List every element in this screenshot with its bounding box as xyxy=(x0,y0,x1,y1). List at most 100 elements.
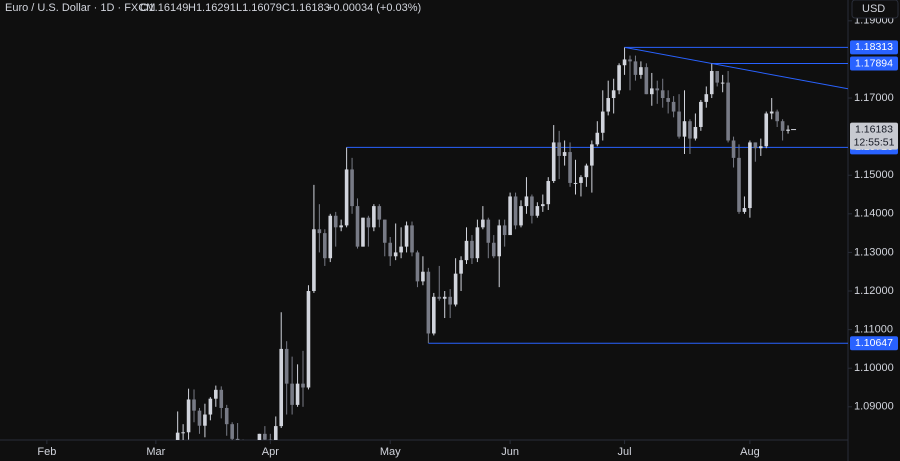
candle-body xyxy=(355,206,360,247)
candle-body xyxy=(541,204,545,207)
open-label: O1.16149 xyxy=(140,2,188,14)
candle-body xyxy=(481,219,485,228)
chart-title: Euro / U.S. Dollar · 1D · FXCM xyxy=(5,2,155,14)
candle-body xyxy=(393,252,398,257)
change-label: +0.00034 (+0.03%) xyxy=(327,2,421,14)
candle-body xyxy=(333,215,338,228)
candle-body xyxy=(715,71,720,83)
x-tick-label: Jun xyxy=(501,446,519,458)
last-price-label: 1.16183 xyxy=(855,123,893,135)
candle-body xyxy=(475,227,480,259)
candle-body xyxy=(639,67,643,75)
candle-body xyxy=(372,206,376,228)
candle-body xyxy=(470,240,474,259)
level-box xyxy=(850,336,898,351)
candle-body xyxy=(257,433,262,440)
candle-body xyxy=(753,142,758,149)
candle-body xyxy=(235,438,240,440)
candle-body xyxy=(551,142,556,182)
candle-body xyxy=(628,59,632,62)
candle-body xyxy=(748,142,752,209)
candle-body xyxy=(666,98,670,102)
candle-body xyxy=(737,157,741,212)
candle-body xyxy=(655,88,660,91)
x-tick-label: Mar xyxy=(146,446,165,458)
candle-body xyxy=(562,152,567,156)
candle-body xyxy=(497,225,502,257)
candle-body xyxy=(448,296,452,305)
candle-body xyxy=(186,399,191,433)
y-tick-label: 1.11000 xyxy=(854,324,893,336)
candle-body xyxy=(491,242,496,257)
candle-body xyxy=(404,225,409,247)
candle-body xyxy=(622,59,627,66)
candle-body xyxy=(617,65,621,91)
y-tick-label: 1.13000 xyxy=(854,246,894,258)
candle-body xyxy=(361,217,365,247)
candle-body xyxy=(513,196,518,226)
x-tick-label: Jul xyxy=(618,446,632,458)
low-label: L1.16079 xyxy=(236,2,282,14)
candle-body xyxy=(764,113,769,147)
candle-body xyxy=(464,240,469,261)
candle-body xyxy=(769,111,774,114)
candle-body xyxy=(312,229,316,292)
currency-box[interactable] xyxy=(851,0,899,19)
candle-body xyxy=(301,383,305,388)
x-tick-label: Apr xyxy=(262,446,279,458)
candle-body xyxy=(415,252,420,282)
candle-body xyxy=(197,410,202,426)
level-box xyxy=(850,40,898,55)
candle-body xyxy=(459,260,463,274)
candle-body xyxy=(688,121,692,139)
candle-body xyxy=(350,169,354,207)
candle-body xyxy=(273,426,278,440)
level-box xyxy=(850,56,898,71)
candle-body xyxy=(284,348,289,384)
level-label: 1.18313 xyxy=(855,41,893,53)
candle-body xyxy=(611,90,616,99)
candle-body xyxy=(671,101,676,112)
candle-body xyxy=(660,90,665,99)
currency-label[interactable]: USD xyxy=(862,3,885,15)
candle-body xyxy=(742,208,747,212)
candle-body xyxy=(399,246,403,253)
candle-body xyxy=(437,296,442,299)
trendline xyxy=(624,46,848,90)
candle-body xyxy=(181,432,185,434)
candle-body xyxy=(175,432,180,440)
candle-body xyxy=(508,196,512,236)
candle-body xyxy=(453,273,458,305)
candle-body xyxy=(786,129,790,131)
candle-body xyxy=(731,140,736,158)
countdown-label: 12:55:51 xyxy=(854,136,895,148)
candle-body xyxy=(442,296,447,299)
candle-body xyxy=(306,291,311,388)
candle-body xyxy=(600,111,605,133)
candle-body xyxy=(279,348,284,427)
candle-body xyxy=(633,61,638,75)
candle-body xyxy=(590,144,594,166)
candle-body xyxy=(677,111,681,137)
y-tick-label: 1.12000 xyxy=(854,285,894,297)
candle-body xyxy=(290,383,294,405)
y-tick-label: 1.09000 xyxy=(854,401,894,413)
candle-body xyxy=(268,439,273,440)
x-tick-label: May xyxy=(380,446,401,458)
labels: 1.09000 1.10000 1.11000 1.12000 1.13000 1.140… xyxy=(37,15,898,458)
candle-body xyxy=(699,101,703,127)
candle-body xyxy=(339,225,343,228)
candle-body xyxy=(502,225,507,236)
candle-body xyxy=(224,407,229,425)
candle-body xyxy=(328,215,333,259)
candle-body xyxy=(219,389,224,408)
candle-body xyxy=(208,398,213,415)
candle-body xyxy=(421,271,425,282)
candle-body xyxy=(230,424,234,439)
candle-body xyxy=(682,121,687,137)
candle-body xyxy=(535,206,540,216)
y-tick-label: 1.15000 xyxy=(854,169,894,181)
candle-body xyxy=(295,383,300,405)
